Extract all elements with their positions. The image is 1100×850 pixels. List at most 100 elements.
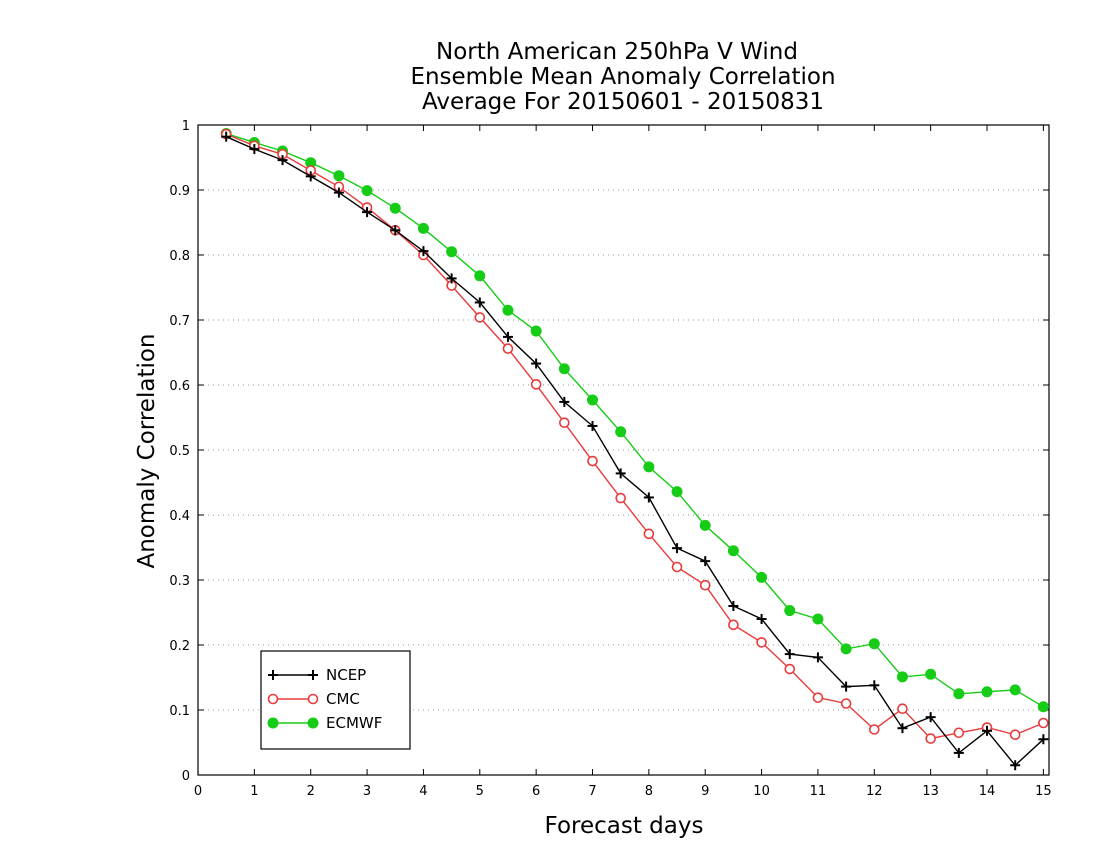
data-point-plus: [728, 601, 739, 611]
y-tick-label: 0.2: [169, 639, 190, 654]
data-point-dot: [558, 363, 570, 375]
data-point-plus: [812, 652, 823, 663]
x-tick-label: 12: [866, 784, 883, 799]
data-point-plus: [559, 396, 570, 407]
data-point-plus: [756, 614, 767, 624]
data-point-circle: [756, 637, 767, 648]
data-point-dot: [981, 686, 993, 698]
data-point-plus: [1010, 760, 1021, 771]
data-point-circle: [559, 417, 570, 429]
y-tick-label: 0.3: [169, 574, 190, 589]
data-point-dot: [615, 426, 627, 438]
data-point-dot: [925, 668, 937, 680]
data-point-dot: [896, 671, 908, 683]
data-point-plus: [672, 543, 683, 554]
legend-label: ECMWF: [326, 714, 382, 732]
y-tick-label: 0.1: [169, 704, 190, 719]
data-point-circle: [267, 693, 279, 705]
x-tick-label: 8: [645, 784, 653, 799]
data-point-circle: [587, 455, 598, 467]
data-point-circle: [1038, 717, 1049, 729]
data-point-plus: [502, 331, 513, 342]
data-point-dot: [671, 486, 683, 498]
x-tick-label: 9: [701, 784, 709, 799]
x-tick-label: 0: [194, 784, 202, 799]
x-tick-label: 5: [476, 784, 484, 799]
y-tick-label: 0.9: [169, 184, 190, 199]
data-point-circle: [502, 343, 514, 354]
data-point-circle: [699, 579, 711, 591]
data-point-dot: [812, 613, 824, 625]
series-ncep: [221, 131, 1049, 771]
data-point-circle: [897, 703, 908, 715]
data-point-plus: [221, 131, 232, 142]
data-point-plus: [925, 712, 936, 723]
title-line-3: Average For 20150601 - 20150831: [422, 89, 824, 115]
data-point-plus: [953, 747, 964, 758]
data-point-circle: [953, 727, 965, 739]
data-point-plus: [784, 649, 795, 660]
data-point-dot: [953, 688, 965, 700]
x-tick-label: 2: [307, 784, 315, 799]
data-point-plus: [982, 725, 993, 736]
data-point-dot: [587, 394, 599, 406]
legend-label: CMC: [326, 690, 360, 708]
data-point-plus: [841, 681, 852, 692]
data-point-plus: [268, 670, 278, 680]
data-point-dot: [307, 717, 319, 729]
data-point-dot: [1009, 684, 1021, 696]
series-line: [225, 133, 1044, 740]
y-tick-label: 0.8: [169, 249, 190, 264]
data-point-circle: [1009, 729, 1021, 741]
x-tick-label: 6: [532, 784, 540, 799]
data-point-plus: [643, 492, 654, 503]
legend-label: NCEP: [326, 666, 366, 684]
data-point-dot: [699, 519, 711, 531]
data-point-dot: [502, 304, 514, 316]
axis-ticks: 00.10.20.30.40.50.60.70.80.910 1 2 3 4 5 6 7 8 9 1…: [169, 119, 1051, 799]
data-point-circle: [530, 379, 542, 390]
data-point-dot: [756, 571, 768, 583]
data-point-plus: [305, 171, 316, 182]
series-line: [225, 136, 1044, 767]
y-tick-label: 0.5: [169, 444, 190, 459]
data-point-plus: [277, 155, 288, 166]
legend-item-ncep: NCEP: [268, 666, 366, 684]
data-point-plus: [474, 297, 485, 308]
title-line-1: North American 250hPa V Wind: [436, 39, 798, 65]
x-tick-label: 15: [1035, 784, 1052, 799]
data-point-dot: [727, 545, 739, 557]
data-point-plus: [700, 556, 711, 567]
series-line: [225, 132, 1044, 708]
data-point-plus: [446, 273, 457, 284]
data-point-circle: [925, 733, 936, 744]
data-point-circle: [840, 698, 852, 709]
data-point-circle: [671, 561, 683, 573]
y-tick-label: 0.7: [169, 314, 190, 329]
data-point-plus: [308, 670, 318, 680]
series-ecmwf: [220, 127, 1049, 713]
y-tick-label: 0.4: [169, 509, 190, 524]
data-point-dot: [389, 202, 401, 214]
data-point-plus: [362, 207, 373, 218]
data-point-plus: [587, 420, 598, 431]
y-tick-label: 0: [182, 769, 190, 784]
x-tick-label: 11: [810, 784, 827, 799]
x-tick-label: 10: [753, 784, 770, 799]
legend-item-cmc: CMC: [267, 690, 360, 708]
data-point-plus: [390, 225, 401, 236]
data-point-circle: [615, 492, 626, 504]
data-point-circle: [812, 692, 824, 703]
data-point-dot: [840, 643, 852, 655]
data-point-dot: [868, 638, 880, 650]
x-tick-label: 1: [250, 784, 258, 799]
data-point-dot: [446, 246, 458, 258]
grid: [198, 189, 1049, 711]
x-tick-label: 13: [922, 784, 939, 799]
data-point-circle: [474, 312, 486, 323]
data-point-dot: [784, 605, 796, 617]
y-tick-label: 1: [182, 119, 190, 134]
data-point-plus: [418, 246, 429, 257]
legend-box: [260, 650, 411, 750]
